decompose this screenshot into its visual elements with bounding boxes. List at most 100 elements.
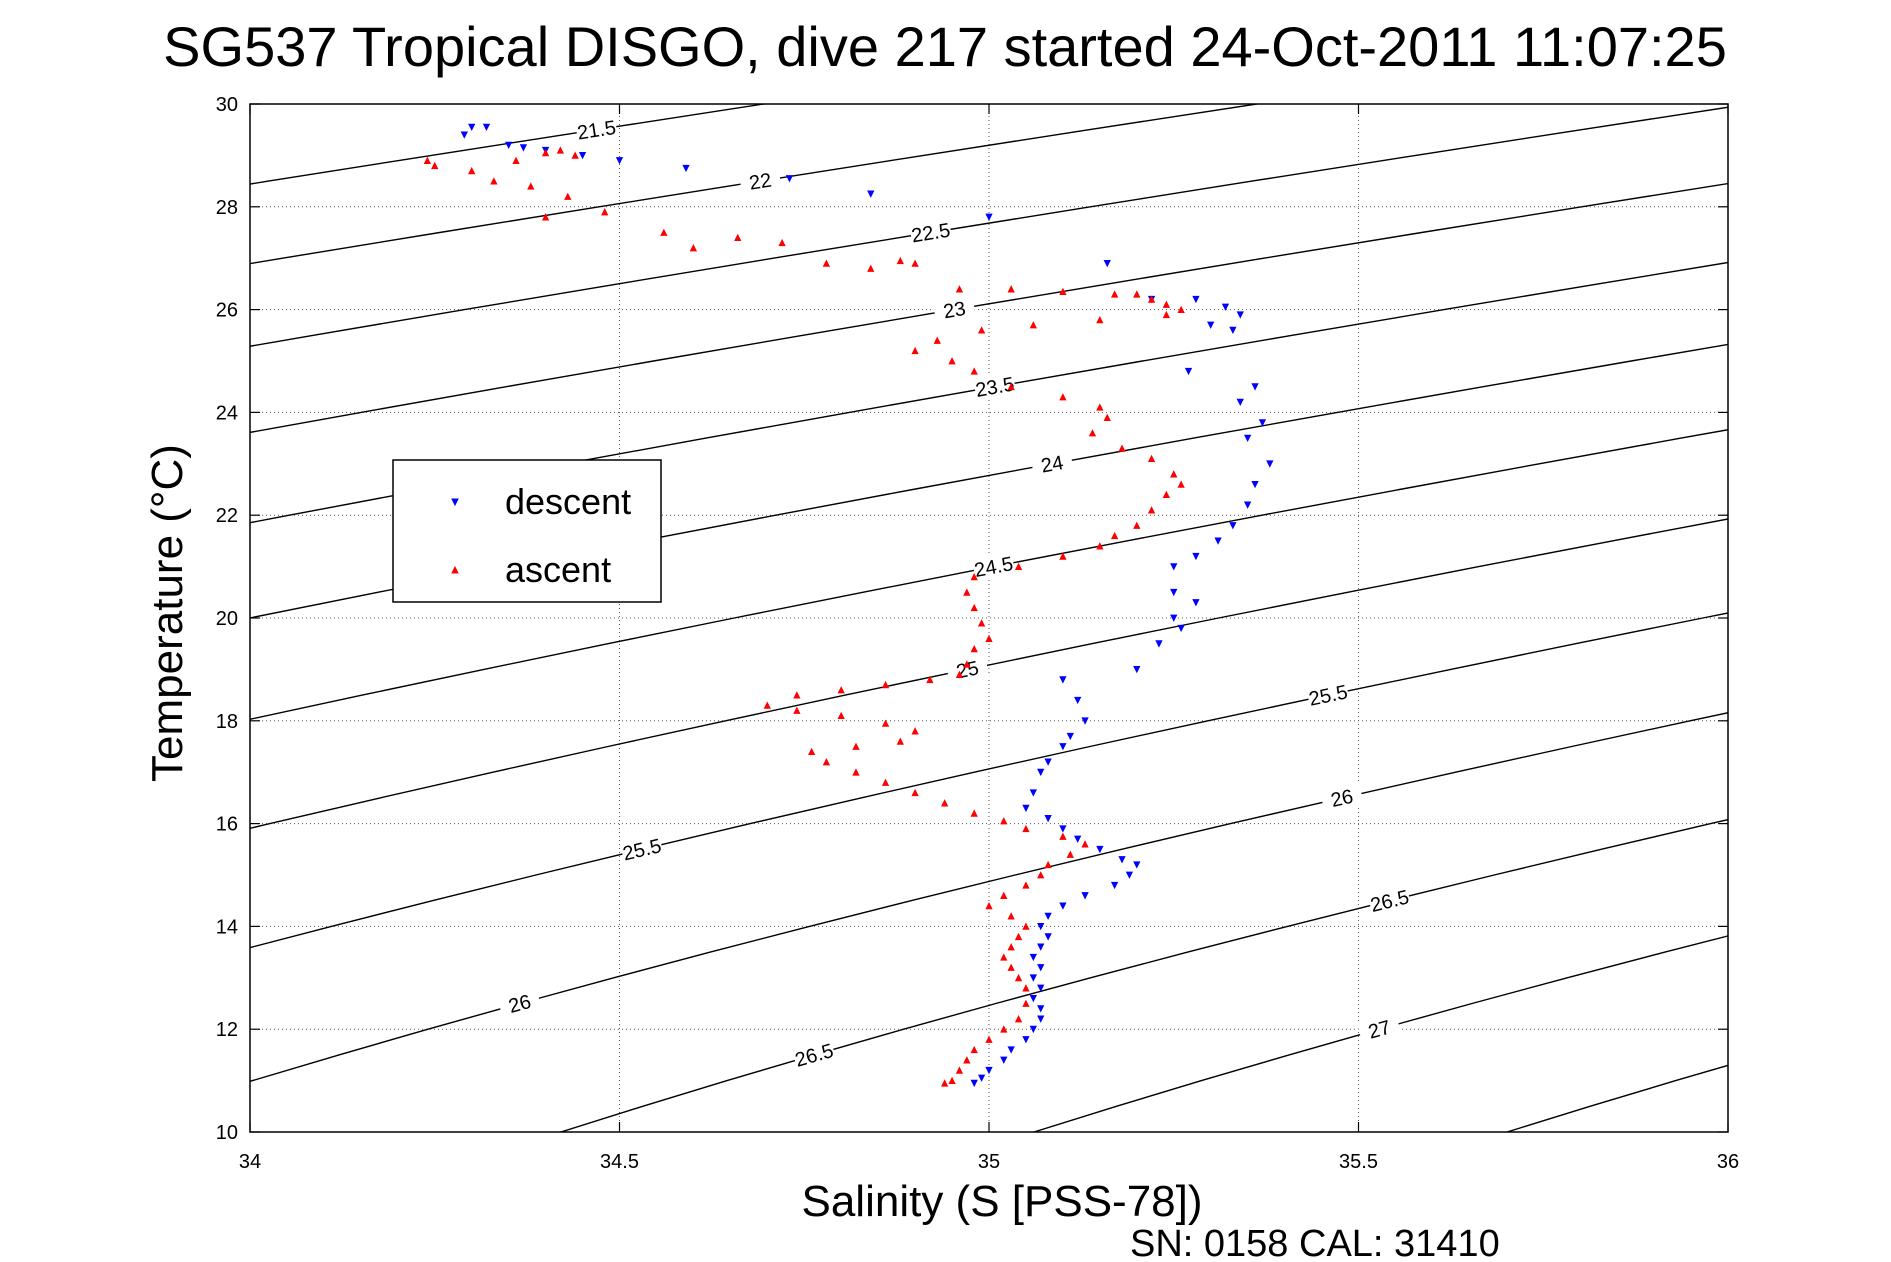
ascent-point [837, 686, 845, 694]
ascent-point [1162, 300, 1171, 308]
ascent-point [541, 213, 550, 221]
descent-point [785, 175, 794, 183]
ascent-point [1014, 932, 1023, 941]
ascent-point [1170, 470, 1178, 478]
ascent-point [970, 1045, 978, 1054]
ascent-point [1096, 315, 1104, 324]
ascent-point [1029, 321, 1037, 329]
descent-point [460, 131, 468, 139]
ascent-point [955, 670, 964, 678]
descent-point [1221, 303, 1230, 311]
y-tick-label: 14 [216, 916, 238, 938]
ascent-point [1014, 562, 1023, 570]
y-tick-label: 18 [216, 711, 238, 733]
descent-point [1192, 599, 1200, 607]
descent-point [1125, 871, 1134, 879]
contour-label-bg [973, 371, 1017, 402]
contour-label-bg [574, 114, 619, 145]
contour-line [250, 712, 1728, 1083]
legend-label-ascent: ascent [505, 549, 611, 590]
descent-point [985, 1066, 993, 1075]
descent-point [1133, 666, 1141, 674]
descent-point [1236, 311, 1244, 319]
ascent-point [933, 336, 941, 344]
y-tick-label: 16 [216, 814, 238, 836]
legend: descent ascent [392, 459, 662, 603]
ascent-point [985, 1035, 993, 1043]
contour-label-bg [1030, 448, 1074, 480]
ascent-point [822, 758, 831, 766]
ascent-point [423, 156, 432, 164]
legend-marker-ascent [451, 565, 459, 574]
descent-point [1037, 923, 1045, 931]
descent-point [1081, 892, 1089, 900]
contour-label: 26 [1329, 786, 1356, 812]
contour-label-group: 26 [1319, 781, 1365, 815]
ascent-point [1000, 1025, 1008, 1033]
descent-point [1170, 614, 1178, 622]
ascent-point [1037, 871, 1045, 879]
y-tick-label: 22 [216, 505, 238, 527]
ascent-point [926, 675, 934, 684]
descent-point [1266, 460, 1274, 468]
ascent-point [807, 747, 816, 756]
contour-label-bg [909, 217, 953, 248]
descent-point [1251, 383, 1259, 391]
contour-label: 23 [942, 298, 968, 323]
ascent-point [1022, 999, 1030, 1007]
contour-label: 22 [748, 169, 773, 194]
descent-point [1037, 768, 1045, 777]
descent-point [1059, 825, 1067, 833]
ascent-point [881, 680, 890, 689]
ascent-point [1147, 454, 1156, 463]
ascent-point [985, 634, 993, 642]
descent-point [1170, 563, 1178, 571]
descent-point [1037, 964, 1045, 972]
ascent-point [970, 644, 978, 653]
contour-label-group: 25.5 [619, 833, 665, 866]
ascent-point [1133, 290, 1141, 298]
descent-point [977, 1074, 986, 1082]
chart-title: SG537 Tropical DISGO, dive 217 started 2… [163, 15, 1727, 78]
ascent-point [1118, 444, 1126, 452]
contour-line [250, 106, 1728, 347]
contour-line [250, 429, 1728, 720]
descent-point [1029, 994, 1037, 1003]
ascent-point [1088, 429, 1097, 437]
x-tick-label: 36 [1717, 1151, 1739, 1173]
ascent-point [541, 148, 550, 157]
ascent-point [911, 346, 919, 355]
ascent-point [660, 228, 668, 236]
descent-point [1029, 789, 1037, 797]
descent-point [1251, 480, 1259, 489]
descent-point [1059, 902, 1067, 910]
ascent-point [911, 259, 919, 267]
ascent-point [970, 367, 978, 375]
ascent-point [941, 799, 949, 807]
descent-point [1037, 1005, 1045, 1013]
ascent-point [601, 208, 609, 216]
descent-point [1155, 640, 1163, 648]
ascent-point [963, 660, 971, 668]
descent-point [1081, 717, 1089, 725]
ascent-point [896, 256, 904, 265]
y-tick-label: 30 [216, 94, 238, 116]
serial-calibration-text: SN: 0158 CAL: 31410 [1130, 1223, 1500, 1262]
ascent-point [948, 357, 956, 365]
contour-label-bg [1356, 1012, 1402, 1047]
y-tick-label: 12 [216, 1019, 238, 1041]
descent-point [1044, 933, 1052, 941]
ascent-point [793, 706, 801, 714]
ascent-point [1103, 413, 1111, 421]
contour-label-bg [619, 833, 665, 866]
ascent-point [941, 1079, 949, 1087]
ascent-point [985, 901, 993, 910]
ascent-point [867, 264, 875, 272]
contour-label-bg [738, 166, 782, 197]
contour-label: 24 [1039, 452, 1065, 478]
descent-point [1059, 676, 1067, 684]
descent-point [1170, 588, 1178, 597]
ascent-point [1022, 984, 1030, 992]
ascent-point [689, 244, 698, 252]
contour-label-bg [1306, 679, 1351, 711]
